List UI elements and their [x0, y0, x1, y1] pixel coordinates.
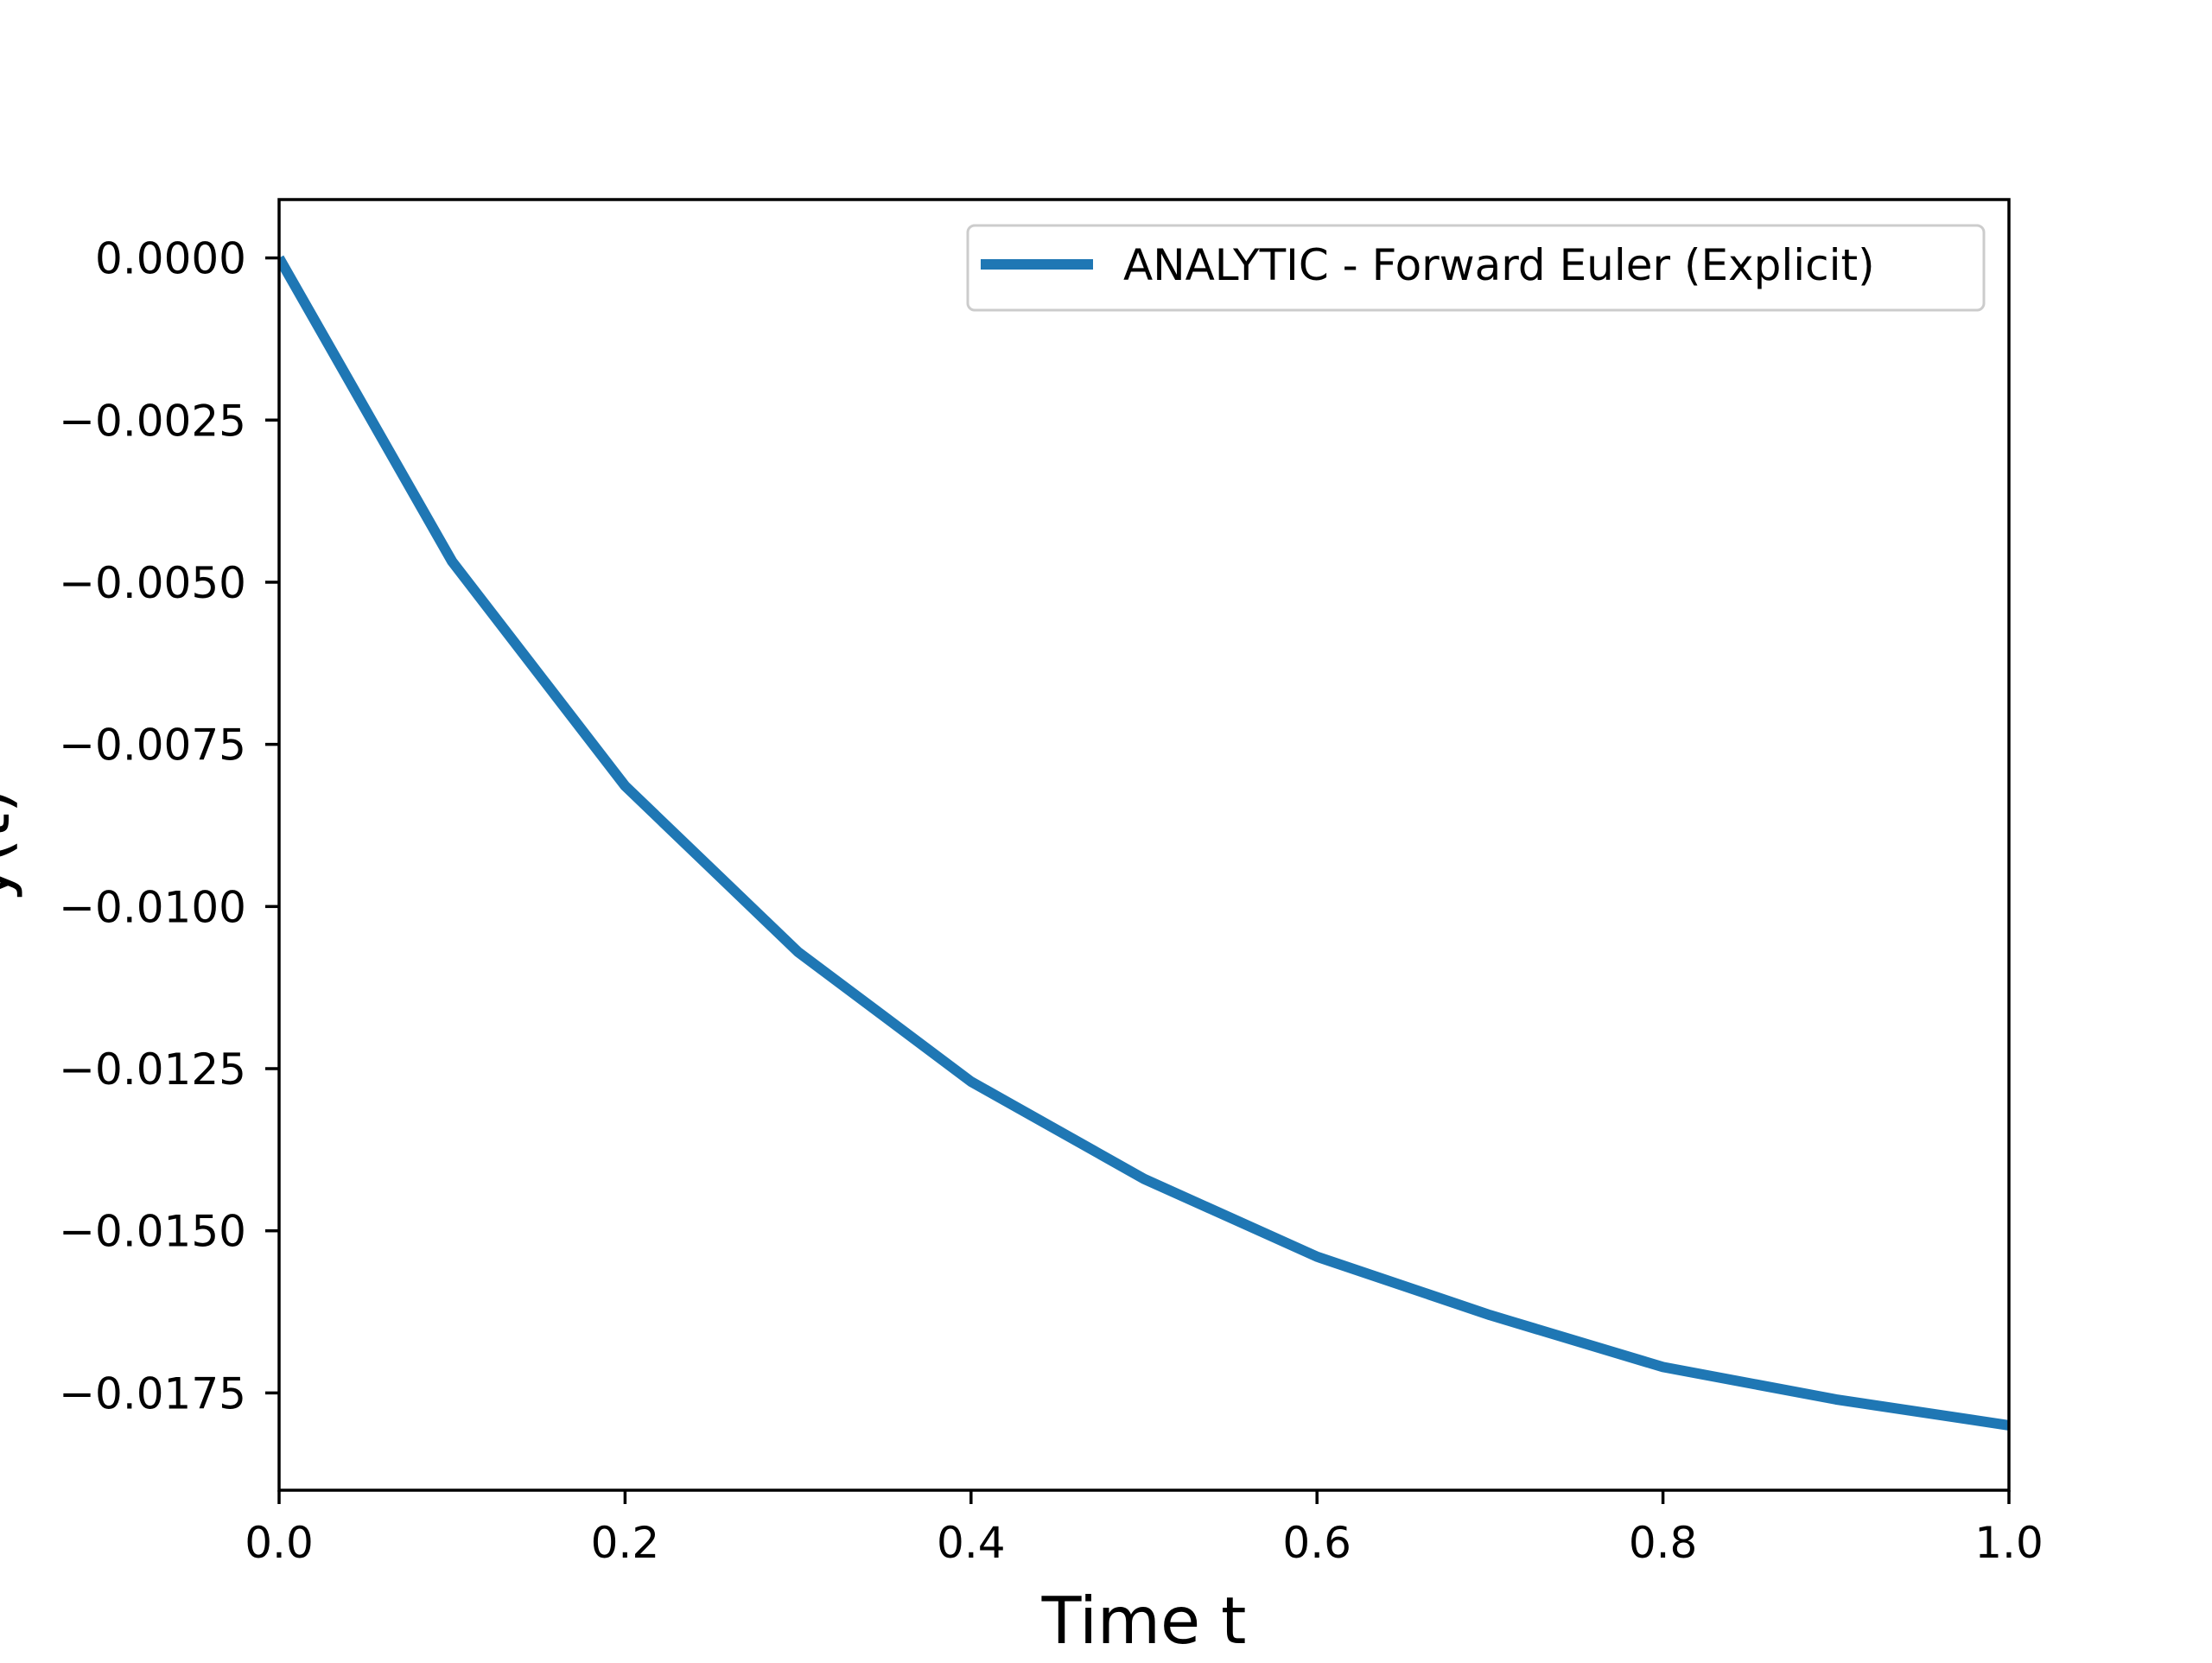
y-tick-label: −0.0025	[59, 396, 246, 446]
y-axis: 0.0000 −0.0025 −0.0050 −0.0075 −0.0100 −0.012…	[59, 234, 279, 1419]
y-tick-label: −0.0125	[59, 1044, 246, 1095]
y-tick-label: −0.0175	[59, 1368, 246, 1419]
x-axis: 0.0 0.2 0.4 0.6 0.8 1.0	[245, 1490, 2044, 1568]
x-tick-label: 0.4	[937, 1518, 1006, 1568]
legend-box	[966, 224, 1986, 312]
y-tick-label: 0.0000	[95, 234, 246, 284]
x-tick-label: 0.6	[1282, 1518, 1351, 1568]
y-axis-title: y(t)	[0, 788, 24, 902]
x-axis-title: Time t	[1041, 1583, 1247, 1659]
series-line-0	[279, 255, 2009, 1431]
y-tick-label: −0.0150	[59, 1207, 246, 1257]
plot-area	[279, 255, 2009, 1431]
y-tick-label: −0.0075	[59, 720, 246, 771]
x-tick-label: 0.0	[245, 1518, 314, 1568]
y-tick-label: −0.0100	[59, 882, 246, 932]
plot-frame	[277, 198, 2011, 1492]
y-tick-label: −0.0050	[59, 558, 246, 608]
x-tick-label: 1.0	[1974, 1518, 2044, 1568]
x-tick-label: 0.8	[1629, 1518, 1698, 1568]
legend-label: ANALYTIC - Forward Euler (Explicit)	[1123, 240, 1875, 290]
x-tick-label: 0.2	[591, 1518, 660, 1568]
legend: ANALYTIC - Forward Euler (Explicit)	[966, 224, 1986, 312]
